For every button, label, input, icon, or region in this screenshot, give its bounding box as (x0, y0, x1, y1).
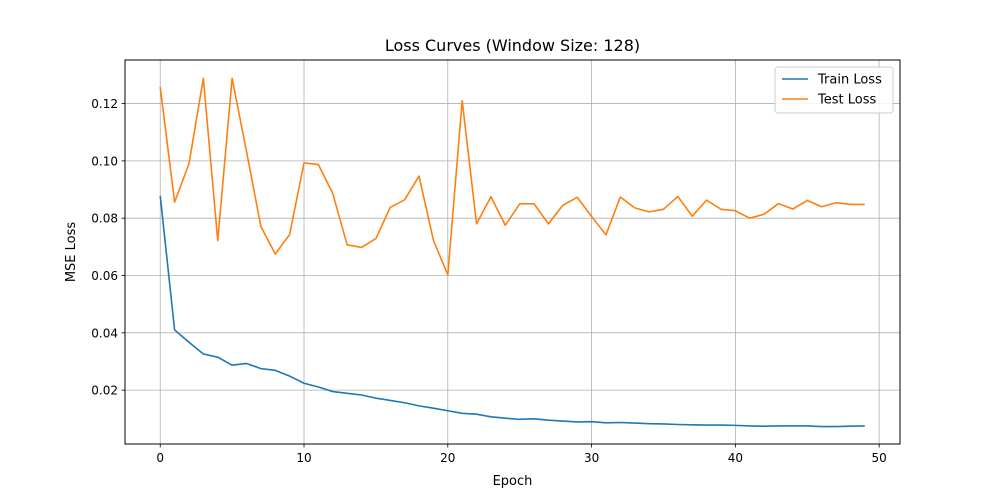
test-loss-line (159, 77, 865, 276)
series-lines (159, 77, 865, 428)
x-tick-label: 20 (440, 451, 455, 465)
x-tick-label: 50 (872, 451, 887, 465)
train-loss-line (159, 195, 865, 428)
y-tick-label: 0.04 (91, 326, 118, 340)
axis-ticks: 0 10 20 30 40 50 0.02 0.04 0.06 0.08 0.10 0.12 (91, 97, 887, 465)
y-axis-label: MSE Loss (64, 222, 79, 283)
y-tick-label: 0.12 (91, 97, 118, 111)
x-axis-label: Epoch (493, 474, 533, 489)
plot-frame (124, 59, 901, 445)
y-tick-label: 0.02 (91, 384, 118, 398)
x-tick-label: 10 (296, 451, 311, 465)
grid (125, 60, 900, 444)
x-tick-label: 0 (156, 451, 164, 465)
chart-title: Loss Curves (Window Size: 128) (385, 36, 640, 55)
legend-label-train-loss: Train Loss (817, 73, 882, 88)
legend: Train Loss Test Loss (774, 66, 894, 114)
x-tick-label: 40 (728, 451, 743, 465)
y-tick-label: 0.06 (91, 269, 118, 283)
legend-label-test-loss: Test Loss (817, 93, 876, 108)
y-tick-label: 0.08 (91, 212, 118, 226)
x-tick-label: 30 (584, 451, 599, 465)
y-tick-label: 0.10 (91, 154, 118, 168)
